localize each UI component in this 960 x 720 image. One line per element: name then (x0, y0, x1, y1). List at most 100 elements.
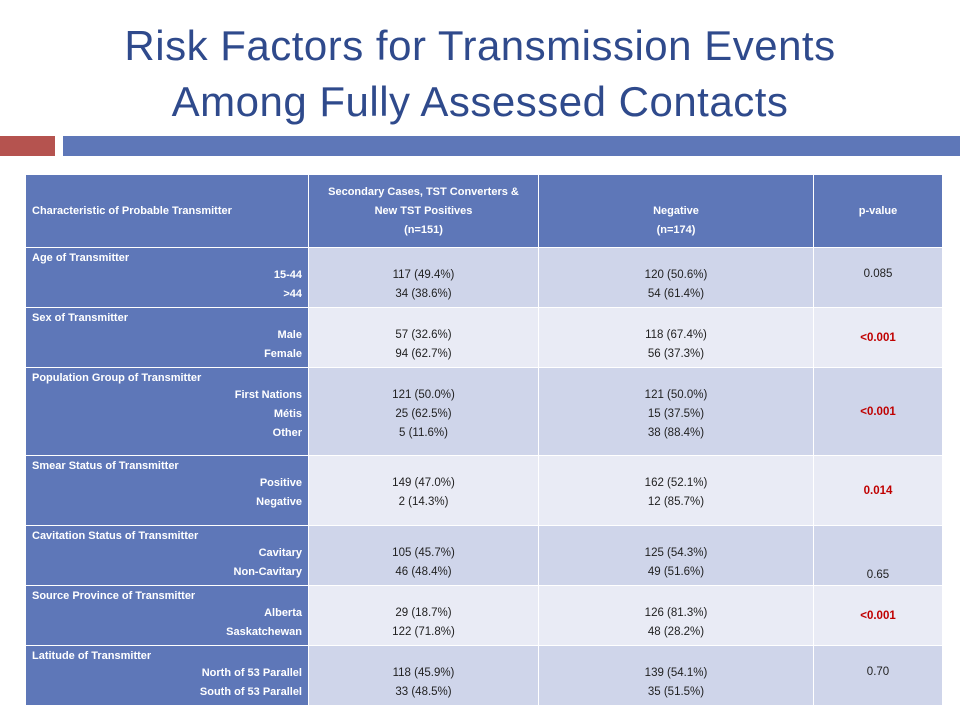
negative-value: 56 (37.3%) (647, 348, 705, 360)
category-title: Smear Status of Transmitter (32, 460, 179, 472)
negative-value: 54 (61.4%) (647, 288, 705, 300)
title-line-1: Risk Factors for Transmission Events (124, 22, 836, 69)
positive-value: 57 (32.6%) (395, 329, 452, 341)
sub-label: Cavitary (258, 547, 302, 559)
negative-value: 35 (51.5%) (647, 686, 705, 698)
negative-values-cell: 126 (81.3%) 48 (28.2%) (538, 585, 814, 646)
negative-value: 120 (50.6%) (644, 269, 708, 281)
positive-value: 46 (48.4%) (395, 566, 452, 578)
negative-value: 49 (51.6%) (647, 566, 705, 578)
positive-value: 2 (14.3%) (398, 496, 449, 508)
sub-label: Non-Cavitary (233, 566, 302, 578)
table-row-province: Source Province of Transmitter Alberta S… (25, 585, 943, 646)
category-cell: Smear Status of Transmitter Positive Neg… (25, 455, 309, 526)
slide-title: Risk Factors for Transmission Events Amo… (60, 18, 900, 130)
sub-label: South of 53 Parallel (199, 686, 302, 698)
table-row-sex: Sex of Transmitter Male Female 57 (32.6%… (25, 307, 943, 368)
positive-value: 105 (45.7%) (392, 547, 455, 559)
sub-label: First Nations (234, 389, 302, 401)
title-line-2: Among Fully Assessed Contacts (171, 78, 789, 125)
sub-label: Métis (273, 408, 302, 420)
table-row-age: Age of Transmitter 15-44 >44 117 (49.4%)… (25, 247, 943, 308)
risk-factors-table: Characteristic of Probable Transmitter S… (25, 174, 943, 706)
header-p-value: p-value (813, 174, 943, 248)
negative-values-cell: 121 (50.0%) 15 (37.5%) 38 (88.4%) (538, 367, 814, 456)
positive-values-cell: 149 (47.0%) 2 (14.3%) (308, 455, 539, 526)
category-cell: Age of Transmitter 15-44 >44 (25, 247, 309, 308)
sub-label: Other (272, 427, 302, 439)
negative-values-cell: 125 (54.3%) 49 (51.6%) (538, 525, 814, 586)
sub-label: 15-44 (273, 269, 302, 281)
negative-value: 15 (37.5%) (647, 408, 705, 420)
positive-values-cell: 29 (18.7%) 122 (71.8%) (308, 585, 539, 646)
sub-label: >44 (283, 288, 302, 300)
header-positive-line-2: New TST Positives (374, 204, 473, 217)
header-positive: Secondary Cases, TST Converters & New TS… (308, 174, 539, 248)
category-title: Age of Transmitter (32, 252, 130, 264)
positive-values-cell: 57 (32.6%) 94 (62.7%) (308, 307, 539, 368)
category-cell: Sex of Transmitter Male Female (25, 307, 309, 368)
table-header-row: Characteristic of Probable Transmitter S… (25, 174, 943, 248)
negative-value: 162 (52.1%) (644, 477, 708, 489)
table-row-population: Population Group of Transmitter First Na… (25, 367, 943, 456)
negative-value: 38 (88.4%) (647, 427, 705, 439)
category-title: Latitude of Transmitter (32, 650, 152, 662)
category-title: Sex of Transmitter (32, 312, 128, 324)
negative-values-cell: 118 (67.4%) 56 (37.3%) (538, 307, 814, 368)
sub-label: North of 53 Parallel (201, 667, 302, 679)
positive-values-cell: 117 (49.4%) 34 (38.6%) (308, 247, 539, 308)
table-row-cavitation: Cavitation Status of Transmitter Cavitar… (25, 525, 943, 586)
negative-value: 12 (85.7%) (647, 496, 705, 508)
negative-value: 48 (28.2%) (647, 626, 705, 638)
negative-value: 139 (54.1%) (644, 667, 708, 679)
sub-label: Alberta (264, 607, 302, 619)
header-positive-line-1: Secondary Cases, TST Converters & (328, 185, 519, 198)
positive-value: 94 (62.7%) (395, 348, 452, 360)
header-negative: Negative (n=174) (538, 174, 814, 248)
category-cell: Source Province of Transmitter Alberta S… (25, 585, 309, 646)
positive-value: 34 (38.6%) (395, 288, 452, 300)
positive-values-cell: 121 (50.0%) 25 (62.5%) 5 (11.6%) (308, 367, 539, 456)
category-title: Source Province of Transmitter (32, 590, 196, 602)
header-positive-line-3: (n=151) (404, 223, 443, 236)
table-row-smear: Smear Status of Transmitter Positive Neg… (25, 455, 943, 526)
category-cell: Cavitation Status of Transmitter Cavitar… (25, 525, 309, 586)
sub-label: Male (277, 329, 302, 341)
positive-value: 5 (11.6%) (398, 427, 448, 439)
p-value-cell: <0.001 (813, 367, 943, 456)
negative-value: 126 (81.3%) (644, 607, 708, 619)
header-negative-line-2: (n=174) (656, 223, 696, 236)
p-value-cell: 0.014 (813, 455, 943, 526)
negative-value: 125 (54.3%) (644, 547, 708, 559)
positive-value: 149 (47.0%) (392, 477, 455, 489)
negative-values-cell: 162 (52.1%) 12 (85.7%) (538, 455, 814, 526)
sub-label: Positive (259, 477, 302, 489)
table-row-latitude: Latitude of Transmitter North of 53 Para… (25, 645, 943, 706)
positive-value: 33 (48.5%) (395, 686, 452, 698)
p-value-cell: 0.65 (813, 525, 943, 586)
sub-label: Saskatchewan (226, 626, 302, 638)
positive-value: 122 (71.8%) (392, 626, 455, 638)
category-title: Population Group of Transmitter (32, 372, 202, 384)
positive-value: 25 (62.5%) (395, 408, 452, 420)
p-value-cell: <0.001 (813, 307, 943, 368)
category-cell: Population Group of Transmitter First Na… (25, 367, 309, 456)
accent-bar-blue (63, 136, 960, 156)
positive-value: 118 (45.9%) (392, 667, 455, 679)
negative-values-cell: 120 (50.6%) 54 (61.4%) (538, 247, 814, 308)
category-cell: Latitude of Transmitter North of 53 Para… (25, 645, 309, 706)
sub-label: Female (264, 348, 302, 360)
negative-value: 121 (50.0%) (644, 389, 708, 401)
category-title: Cavitation Status of Transmitter (32, 530, 199, 542)
header-negative-line-1: Negative (653, 204, 699, 217)
sub-label: Negative (256, 496, 302, 508)
negative-value: 118 (67.4%) (645, 329, 707, 341)
positive-value: 29 (18.7%) (395, 607, 452, 619)
header-characteristic: Characteristic of Probable Transmitter (25, 174, 309, 248)
p-value-cell: 0.085 (813, 247, 943, 308)
p-value-cell: <0.001 (813, 585, 943, 646)
negative-values-cell: 139 (54.1%) 35 (51.5%) (538, 645, 814, 706)
positive-value: 117 (49.4%) (392, 269, 455, 281)
positive-value: 121 (50.0%) (392, 389, 455, 401)
accent-bar-red (0, 136, 55, 156)
